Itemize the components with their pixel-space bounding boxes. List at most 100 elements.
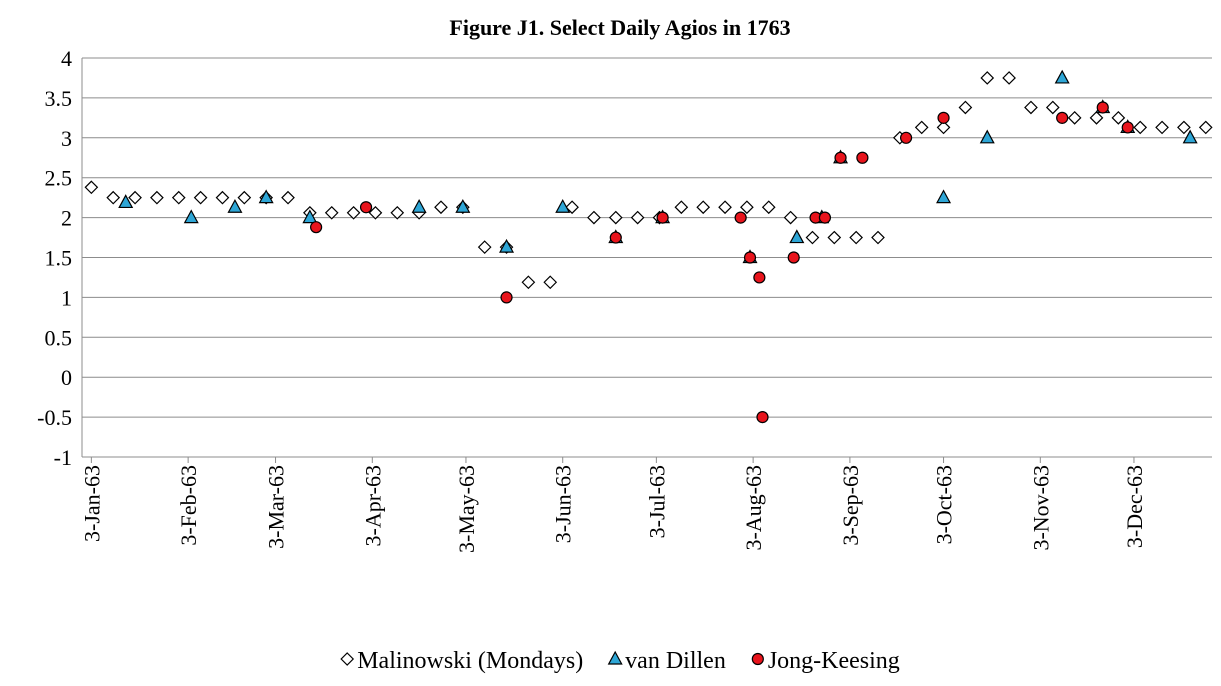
point <box>411 198 427 213</box>
y-tick-label: 0.5 <box>45 325 73 350</box>
x-tick-label: 3-Dec-63 <box>1122 465 1147 548</box>
point <box>302 209 318 224</box>
point <box>150 190 164 205</box>
point <box>1067 111 1082 125</box>
point <box>756 411 769 424</box>
point <box>258 189 274 204</box>
x-tick-label: 3-Jan-63 <box>79 465 104 542</box>
point <box>499 238 515 253</box>
point <box>630 210 645 225</box>
legend-marker <box>340 652 355 666</box>
y-tick-label: 1.5 <box>45 246 73 271</box>
point <box>827 230 842 245</box>
x-tick-label: 3-Sep-63 <box>838 465 863 546</box>
legend-label: Jong-Keesing <box>768 648 900 674</box>
y-tick-label: 2.5 <box>45 166 73 191</box>
point <box>555 198 571 213</box>
point <box>1133 120 1148 135</box>
legend-label: Malinowski (Mondays) <box>357 648 583 674</box>
point <box>1121 121 1134 134</box>
point <box>609 231 622 244</box>
x-tick-label: 3-Mar-63 <box>264 465 289 549</box>
y-tick-label: 0 <box>61 365 72 390</box>
point <box>674 200 689 215</box>
point <box>106 190 121 205</box>
point <box>118 194 134 209</box>
point <box>390 205 405 220</box>
point <box>310 221 323 234</box>
point <box>1182 129 1198 144</box>
x-tick-label: 3-Jul-63 <box>644 465 669 538</box>
legend-label: van Dillen <box>625 648 726 674</box>
point <box>979 129 995 144</box>
y-tick-label: 1 <box>61 285 72 310</box>
chart-title: Figure J1. Select Daily Agios in 1763 <box>449 15 790 40</box>
point <box>521 275 536 290</box>
x-tick-label: 3-Feb-63 <box>176 465 201 546</box>
y-tick-label: -0.5 <box>37 405 72 430</box>
x-tick-label: 3-Apr-63 <box>360 465 385 546</box>
point <box>84 180 99 195</box>
point <box>183 209 199 224</box>
point <box>958 100 973 115</box>
point <box>171 190 186 205</box>
point <box>477 240 492 254</box>
point <box>871 230 885 245</box>
point <box>1024 100 1038 115</box>
point <box>455 198 471 213</box>
point <box>787 251 800 264</box>
point <box>980 71 995 85</box>
point <box>1089 111 1104 125</box>
point <box>1002 71 1016 85</box>
point <box>608 210 623 225</box>
point <box>696 200 711 215</box>
point <box>324 205 339 220</box>
legend: Malinowski (Mondays) van Dillen Jong-Keesi… <box>340 648 900 674</box>
point <box>789 229 805 244</box>
point <box>849 230 863 245</box>
point <box>193 190 208 205</box>
y-tick-label: 3 <box>61 126 72 151</box>
y-tick-label: -1 <box>54 445 72 470</box>
point <box>743 251 757 264</box>
point <box>587 210 601 225</box>
x-tick-label: 3-Aug-63 <box>741 465 766 551</box>
point <box>718 200 732 215</box>
point <box>783 210 798 225</box>
point <box>1054 69 1070 84</box>
point <box>805 230 820 245</box>
point <box>936 120 951 135</box>
point <box>346 205 361 220</box>
point <box>834 151 847 164</box>
point <box>1096 101 1109 114</box>
point <box>434 200 448 215</box>
point <box>856 151 869 164</box>
x-tick-label: 3-Nov-63 <box>1028 465 1053 551</box>
point <box>899 131 913 144</box>
point <box>500 291 513 304</box>
point <box>215 190 230 205</box>
point <box>1111 111 1126 125</box>
point <box>656 211 669 224</box>
y-tick-label: 4 <box>61 46 72 71</box>
point <box>761 200 776 215</box>
y-tick-label: 3.5 <box>45 86 73 111</box>
point <box>1198 120 1213 135</box>
point <box>740 200 754 215</box>
x-tick-label: 3-May-63 <box>454 465 479 553</box>
legend-marker <box>751 652 764 666</box>
point <box>753 271 766 284</box>
y-tick-label: 2 <box>61 206 72 231</box>
point <box>914 120 929 135</box>
point <box>818 211 832 224</box>
legend-marker <box>607 650 623 665</box>
point <box>1177 120 1191 135</box>
point <box>237 190 252 205</box>
point <box>1045 100 1060 115</box>
point <box>937 111 950 124</box>
point <box>368 205 383 220</box>
x-tick-label: 3-Jun-63 <box>551 465 576 543</box>
point <box>543 275 558 290</box>
point <box>281 190 295 205</box>
